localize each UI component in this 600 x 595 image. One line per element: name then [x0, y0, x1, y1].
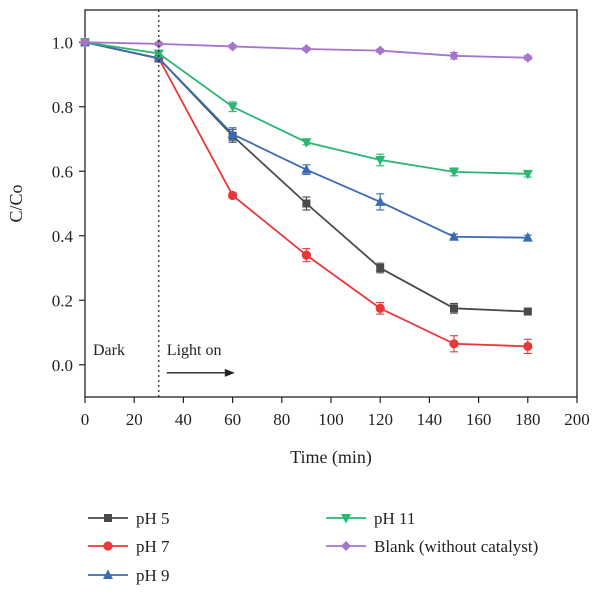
series-0 [81, 38, 532, 316]
legend-label: pH 9 [136, 566, 170, 585]
data-point [80, 37, 90, 48]
data-point [227, 41, 238, 52]
data-point [375, 196, 386, 206]
x-tick-label: 160 [466, 410, 492, 429]
x-tick-label: 40 [175, 410, 192, 429]
data-point [522, 232, 533, 242]
y-tick-label: 1.0 [52, 33, 73, 52]
legend-item: Blank (without catalyst) [326, 537, 538, 556]
light-on-annotation: Light on [167, 342, 222, 359]
data-point [228, 190, 238, 201]
legend-item: pH 5 [88, 509, 170, 528]
y-tick-label: 0.2 [52, 291, 73, 310]
data-point [449, 50, 459, 61]
data-point [301, 138, 312, 148]
legend-label: Blank (without catalyst) [374, 537, 538, 556]
data-point [522, 169, 533, 180]
x-tick-label: 140 [417, 410, 443, 429]
legend-marker [341, 514, 351, 524]
series-3 [80, 38, 533, 180]
series-line [84, 41, 528, 348]
x-tick-label: 100 [318, 410, 344, 429]
x-tick-label: 180 [515, 410, 541, 429]
y-tick-label: 0.8 [52, 98, 73, 117]
plot-area-border [84, 9, 578, 398]
legend-marker [103, 569, 113, 579]
data-point [449, 167, 459, 178]
legend-label: pH 11 [374, 509, 415, 528]
arrow-head-icon [224, 368, 235, 377]
data-point [227, 128, 238, 139]
series-line [84, 41, 528, 175]
y-tick-label: 0.0 [52, 356, 73, 375]
x-tick-label: 0 [81, 410, 90, 429]
data-point [522, 52, 533, 63]
legend-label: pH 5 [136, 509, 170, 528]
data-point [375, 155, 386, 166]
dark-annotation: Dark [93, 342, 125, 359]
data-point [523, 307, 532, 316]
x-tick-label: 60 [224, 410, 241, 429]
data-point [523, 341, 533, 351]
y-tick-label: 0.4 [52, 227, 74, 246]
legend-marker [103, 541, 113, 551]
data-point [153, 49, 164, 60]
data-point [376, 264, 385, 272]
data-point [302, 199, 311, 208]
series-4 [80, 37, 533, 63]
x-tick-label: 20 [126, 410, 143, 429]
y-axis-label: C/Co [6, 184, 26, 222]
legend-marker [104, 514, 112, 522]
legend-item: pH 7 [88, 537, 170, 556]
legend-label: pH 7 [136, 537, 170, 556]
data-point [301, 44, 312, 55]
legend-marker [341, 541, 351, 551]
legend-item: pH 11 [326, 509, 415, 528]
data-point [449, 231, 459, 241]
x-tick-label: 200 [564, 410, 590, 429]
data-point [375, 45, 386, 56]
series-line [84, 41, 528, 313]
data-point [301, 250, 311, 260]
data-point [375, 303, 385, 313]
x-tick-label: 80 [273, 410, 290, 429]
x-axis-label: Time (min) [290, 447, 372, 468]
y-tick-label: 0.6 [52, 162, 73, 181]
data-point [153, 38, 164, 49]
series-1 [80, 37, 533, 355]
data-point [450, 304, 458, 313]
data-point [449, 339, 459, 349]
legend-item: pH 9 [88, 566, 170, 585]
x-tick-label: 120 [367, 410, 393, 429]
data-point [227, 102, 238, 113]
data-point [301, 164, 312, 174]
